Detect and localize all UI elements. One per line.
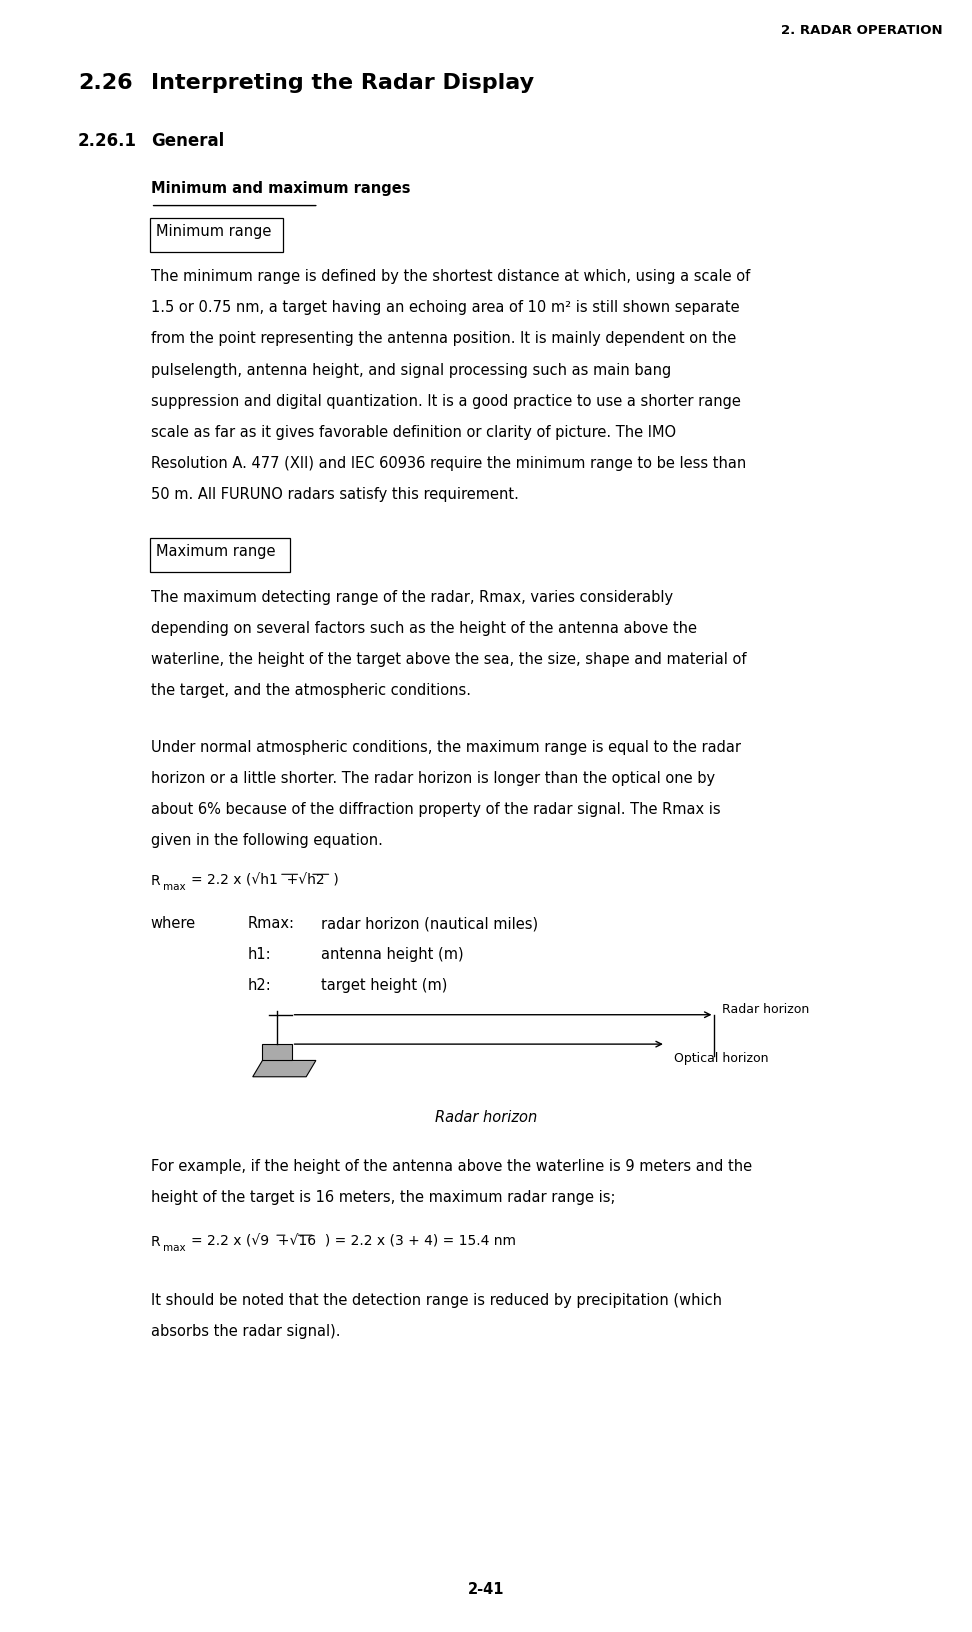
Text: antenna height (m): antenna height (m) (321, 947, 464, 961)
Text: = 2.2 x (√9  +√16  ) = 2.2 x (3 + 4) = 15.4 nm: = 2.2 x (√9 +√16 ) = 2.2 x (3 + 4) = 15.… (191, 1234, 516, 1248)
Text: h2:: h2: (248, 978, 271, 992)
Text: The minimum range is defined by the shortest distance at which, using a scale of: The minimum range is defined by the shor… (151, 269, 750, 284)
Text: from the point representing the antenna position. It is mainly dependent on the: from the point representing the antenna … (151, 331, 736, 346)
Text: Maximum range: Maximum range (156, 543, 275, 558)
Text: h1:: h1: (248, 947, 271, 961)
Text: radar horizon (nautical miles): radar horizon (nautical miles) (321, 916, 538, 930)
Text: Radar horizon: Radar horizon (434, 1110, 538, 1124)
Text: Resolution A. 477 (XII) and IEC 60936 require the minimum range to be less than: Resolution A. 477 (XII) and IEC 60936 re… (151, 455, 746, 470)
Text: suppression and digital quantization. It is a good practice to use a shorter ran: suppression and digital quantization. It… (151, 393, 741, 408)
Text: absorbs the radar signal).: absorbs the radar signal). (151, 1324, 340, 1338)
Text: depending on several factors such as the height of the antenna above the: depending on several factors such as the… (151, 620, 697, 635)
Text: where: where (151, 916, 195, 930)
Text: Minimum and maximum ranges: Minimum and maximum ranges (151, 181, 410, 196)
Text: max: max (163, 1242, 186, 1252)
Text: Interpreting the Radar Display: Interpreting the Radar Display (151, 73, 534, 93)
Polygon shape (262, 1044, 292, 1061)
Text: given in the following equation.: given in the following equation. (151, 832, 383, 847)
Text: = 2.2 x (√h1  +√h2  ): = 2.2 x (√h1 +√h2 ) (191, 873, 339, 888)
Text: Optical horizon: Optical horizon (674, 1051, 768, 1064)
Text: 2. RADAR OPERATION: 2. RADAR OPERATION (781, 24, 943, 38)
Polygon shape (253, 1061, 316, 1077)
Text: The maximum detecting range of the radar, Rmax, varies considerably: The maximum detecting range of the radar… (151, 589, 673, 604)
Text: 2.26: 2.26 (78, 73, 132, 93)
Text: horizon or a little shorter. The radar horizon is longer than the optical one by: horizon or a little shorter. The radar h… (151, 770, 714, 785)
Text: the target, and the atmospheric conditions.: the target, and the atmospheric conditio… (151, 682, 470, 697)
Text: R: R (151, 1234, 160, 1248)
Text: Under normal atmospheric conditions, the maximum range is equal to the radar: Under normal atmospheric conditions, the… (151, 739, 741, 754)
Text: It should be noted that the detection range is reduced by precipitation (which: It should be noted that the detection ra… (151, 1293, 721, 1307)
Text: 50 m. All FURUNO radars satisfy this requirement.: 50 m. All FURUNO radars satisfy this req… (151, 486, 518, 501)
Text: R: R (151, 873, 160, 888)
Text: height of the target is 16 meters, the maximum radar range is;: height of the target is 16 meters, the m… (151, 1190, 615, 1204)
Text: 2-41: 2-41 (468, 1581, 504, 1596)
Text: For example, if the height of the antenna above the waterline is 9 meters and th: For example, if the height of the antenn… (151, 1159, 751, 1173)
Text: scale as far as it gives favorable definition or clarity of picture. The IMO: scale as far as it gives favorable defin… (151, 424, 676, 439)
Text: Radar horizon: Radar horizon (722, 1002, 810, 1015)
Text: target height (m): target height (m) (321, 978, 447, 992)
Text: waterline, the height of the target above the sea, the size, shape and material : waterline, the height of the target abov… (151, 651, 746, 666)
Text: General: General (151, 132, 224, 150)
Text: 2.26.1: 2.26.1 (78, 132, 137, 150)
Text: Rmax:: Rmax: (248, 916, 295, 930)
Text: max: max (163, 881, 186, 891)
Text: 1.5 or 0.75 nm, a target having an echoing area of 10 m² is still shown separate: 1.5 or 0.75 nm, a target having an echoi… (151, 300, 740, 315)
Text: pulselength, antenna height, and signal processing such as main bang: pulselength, antenna height, and signal … (151, 362, 671, 377)
Text: about 6% because of the diffraction property of the radar signal. The Rmax is: about 6% because of the diffraction prop… (151, 801, 720, 816)
Text: Minimum range: Minimum range (156, 224, 271, 238)
